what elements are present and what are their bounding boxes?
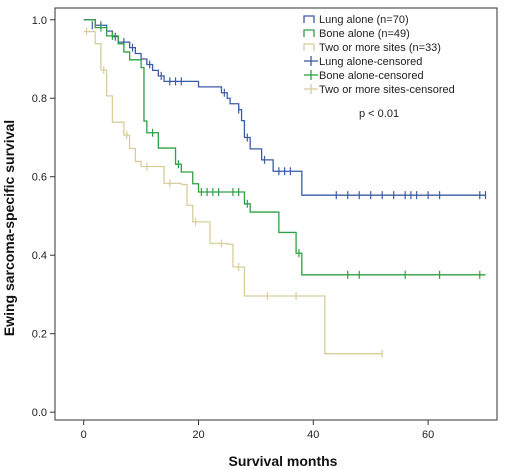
legend-label-two-or-more-sites-n-33: Two or more sites (n=33) — [319, 42, 441, 54]
y-axis-title: Ewing sarcoma-specific survival — [1, 120, 17, 336]
p-value-annotation: p < 0.01 — [359, 108, 399, 120]
legend-line-swatch-bone-alone-n-49 — [303, 29, 315, 37]
legend-label-two-or-more-sites-censored: Two or more sites-censored — [319, 84, 455, 96]
y-tick-label: 0.2 — [32, 329, 47, 341]
y-tick-label: 0.0 — [32, 407, 47, 419]
x-tick-label: 60 — [422, 429, 434, 441]
legend: Lung alone (n=70) Bone alone (n=49) Two or… — [303, 14, 455, 96]
plot-frame — [54, 7, 498, 421]
legend-label-bone-alone-censored: Bone alone-censored — [319, 70, 424, 82]
y-tick-label: 0.6 — [32, 172, 47, 184]
x-tick-label: 0 — [81, 429, 87, 441]
x-axis-title: Survival months — [229, 453, 338, 469]
x-tick-label: 40 — [307, 429, 319, 441]
series-layer — [83, 19, 487, 358]
two-or-more-sites-survival-line — [83, 30, 383, 355]
tick-layer: 0 20 40 60 0.0 0.2 0.4 0.6 0.8 1.0 — [32, 15, 435, 441]
plot-border — [54, 7, 498, 421]
legend-label-bone-alone-n-49: Bone alone (n=49) — [319, 28, 410, 40]
legend-line-swatch-lung-alone-n-70 — [303, 15, 315, 23]
legend-label-lung-alone-censored: Lung alone-censored — [319, 56, 422, 68]
legend-label-lung-alone-n-70: Lung alone (n=70) — [319, 14, 409, 26]
legend-line-swatch-two-or-more-sites-n-33 — [303, 43, 315, 51]
y-tick-label: 0.8 — [32, 93, 47, 105]
x-tick-label: 20 — [192, 429, 204, 441]
bone-alone-survival-line — [83, 19, 486, 276]
y-tick-label: 1.0 — [32, 15, 47, 27]
y-tick-label: 0.4 — [32, 250, 47, 262]
